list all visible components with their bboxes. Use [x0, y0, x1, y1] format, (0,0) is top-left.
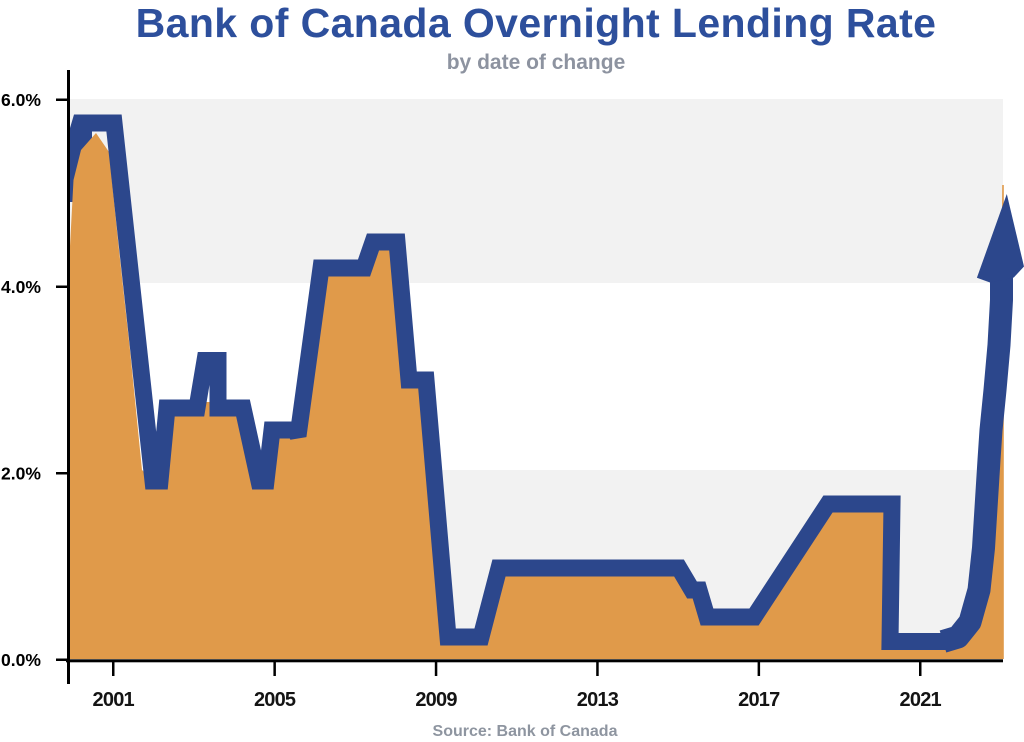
svg-text:6.0%: 6.0% [1, 90, 41, 110]
svg-text:2017: 2017 [738, 689, 780, 711]
svg-text:0.0%: 0.0% [1, 650, 41, 670]
svg-text:2013: 2013 [577, 689, 619, 711]
svg-text:2001: 2001 [93, 689, 135, 711]
svg-text:2009: 2009 [415, 689, 457, 711]
svg-text:4.0%: 4.0% [1, 277, 41, 297]
svg-text:2021: 2021 [900, 689, 942, 711]
svg-text:2005: 2005 [254, 689, 296, 711]
svg-text:2.0%: 2.0% [1, 464, 41, 484]
